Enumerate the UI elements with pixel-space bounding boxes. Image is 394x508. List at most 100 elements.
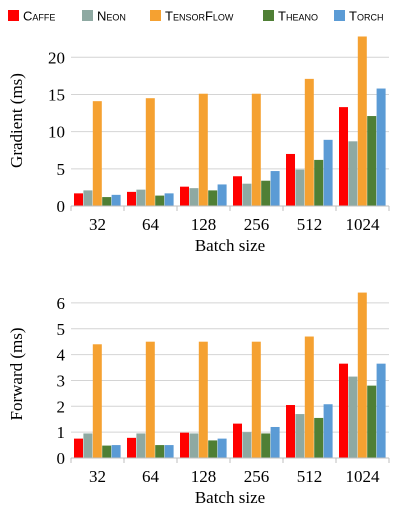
bar <box>295 414 305 458</box>
bar <box>242 432 252 458</box>
legend-label: Theano <box>278 9 318 24</box>
bar <box>261 433 271 458</box>
series-tensorflow <box>92 36 367 206</box>
bar <box>270 171 280 206</box>
bar <box>367 385 377 458</box>
bar <box>251 93 261 206</box>
bar <box>251 341 261 458</box>
x-tick-label: 32 <box>89 467 106 486</box>
legend-item: Neon <box>82 9 126 24</box>
x-tick-label: 128 <box>191 215 217 234</box>
bar <box>180 432 189 458</box>
legend-swatch <box>150 10 161 21</box>
bar <box>323 404 333 458</box>
gridlines <box>71 302 389 433</box>
bar <box>74 438 83 458</box>
x-axis-label: Batch size <box>195 236 265 255</box>
bar <box>136 433 146 458</box>
y-tick-label: 2 <box>57 397 66 416</box>
bar <box>145 341 155 458</box>
bar <box>145 98 155 206</box>
series-torch <box>111 363 386 458</box>
bar <box>111 445 121 458</box>
series-neon <box>83 141 358 206</box>
bar <box>217 184 227 206</box>
x-tick-label: 256 <box>244 215 270 234</box>
legend-swatch <box>8 10 19 21</box>
legend-item: Theano <box>263 9 318 24</box>
bar <box>92 344 102 458</box>
y-tick-label: 5 <box>57 320 66 339</box>
bar <box>233 176 242 206</box>
bar <box>92 101 102 206</box>
bar <box>111 194 121 206</box>
y-axis-label: Forward (ms) <box>7 327 26 420</box>
bar <box>304 336 314 458</box>
x-tick-label: 512 <box>297 215 323 234</box>
series-caffe <box>74 107 348 206</box>
bar <box>348 376 358 458</box>
bar <box>83 190 93 206</box>
y-tick-label: 20 <box>48 48 65 67</box>
series-theano <box>102 116 377 206</box>
bar <box>189 433 199 458</box>
bar <box>357 292 367 458</box>
bar <box>102 445 112 458</box>
gradient-chart: 0 5 10 15 20 32 64 128 256 512 1024 Batch size Gradi… <box>7 36 390 255</box>
forward-chart: 0 1 2 3 4 5 6 32 64 128 256 512 1024 Batch size Forwar… <box>7 292 390 507</box>
bar <box>198 93 208 206</box>
bar <box>314 417 324 458</box>
legend-label: Caffe <box>23 9 55 24</box>
bar <box>127 191 136 206</box>
bar <box>376 88 386 206</box>
legend-item: Torch <box>334 9 383 24</box>
y-tick-label: 0 <box>57 197 66 216</box>
x-tick-label: 1024 <box>346 215 381 234</box>
bar <box>164 193 174 206</box>
bar <box>189 188 199 206</box>
bar <box>164 445 174 458</box>
bar <box>198 341 208 458</box>
x-tick-label: 128 <box>191 467 217 486</box>
series-theano <box>102 385 377 458</box>
bar <box>155 445 165 458</box>
bar <box>367 116 377 206</box>
bar <box>208 440 218 458</box>
bar <box>233 423 242 458</box>
series-tensorflow <box>92 292 367 458</box>
bar <box>180 186 189 206</box>
bar <box>102 197 112 206</box>
bar <box>348 141 358 206</box>
series-caffe <box>74 363 348 458</box>
bar <box>323 139 333 206</box>
legend-item: TensorFlow <box>150 9 234 24</box>
bar <box>339 107 348 206</box>
x-tick-label: 512 <box>297 467 323 486</box>
bar <box>242 183 252 206</box>
y-tick-label: 6 <box>57 294 66 313</box>
y-tick-label: 15 <box>48 85 65 104</box>
bar <box>74 193 83 206</box>
legend: Caffe Neon TensorFlow Theano Torch <box>8 9 383 24</box>
x-tick-label: 64 <box>142 467 160 486</box>
bar <box>136 189 146 206</box>
series-torch <box>111 88 386 206</box>
bar <box>127 437 136 458</box>
bars <box>74 292 386 458</box>
y-tick-label: 10 <box>48 123 65 142</box>
bar <box>295 169 305 206</box>
bar <box>217 438 227 458</box>
legend-swatch <box>263 10 274 21</box>
x-tick-label: 32 <box>89 215 106 234</box>
y-tick-label: 4 <box>57 346 66 365</box>
x-tick-label: 256 <box>244 467 270 486</box>
x-tick-label: 64 <box>142 215 160 234</box>
legend-label: Torch <box>349 9 383 24</box>
gridlines <box>71 56 389 170</box>
bar <box>304 78 314 206</box>
y-tick-label: 3 <box>57 371 66 390</box>
bars <box>74 36 386 206</box>
legend-swatch <box>334 10 345 21</box>
bar <box>261 180 271 206</box>
